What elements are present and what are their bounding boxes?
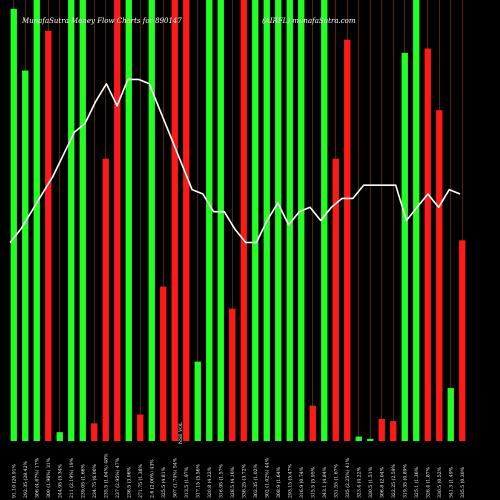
x-tick-label: 331.55 (1.67% (332, 463, 339, 498)
x-tick-label: 319.35 (0.89% (401, 463, 408, 498)
x-tick-label: 341.3 (1.49% (447, 466, 454, 498)
bar (447, 388, 454, 441)
x-tick-label: 234.75 (6.00% (91, 463, 98, 498)
x-tick-label: 293.15 (5.47% (286, 463, 293, 498)
bar (22, 70, 29, 441)
bar (240, 0, 247, 441)
bar (436, 110, 443, 441)
x-tick-label: 320.8 (4.22% (206, 466, 213, 498)
x-tick-label: 323.4 (4.22% (355, 466, 362, 498)
bar (459, 240, 466, 441)
bar (229, 308, 236, 441)
x-tick-label: 306 (4.67%) 17% (33, 457, 40, 498)
bar (206, 0, 213, 441)
bar (252, 0, 259, 441)
bar (424, 48, 431, 441)
x-tick-label: 307 (1.74%) 54% (171, 457, 178, 498)
bar (33, 0, 40, 441)
x-tick-label: 236.5 (3.06% (125, 466, 132, 498)
bar (183, 0, 190, 441)
x-tick-label: 322.25 (2.59% (390, 463, 397, 498)
bar (56, 432, 63, 441)
x-tick-label: 302.35 (1.02% (252, 463, 259, 498)
bar (309, 405, 316, 441)
x-tick-label: 237 (2.95%) 47% (114, 457, 121, 498)
bar (160, 286, 167, 441)
bar (286, 0, 293, 441)
bar (79, 0, 86, 441)
x-tick-label: 308.9 (1.64% (275, 466, 282, 498)
x-tick-label: 292.35 (28.42% (22, 461, 29, 498)
money-flow-line (9, 78, 461, 244)
bar (91, 423, 98, 441)
x-tick-label: 271.75 (1.38% (137, 463, 144, 498)
bar (148, 0, 155, 441)
bar (68, 0, 75, 441)
x-tick-label: 2.6 (2.00%) 43% (148, 459, 155, 498)
bar (137, 414, 144, 441)
bar (367, 438, 374, 441)
x-tick-label: 315.5 (5.95% (309, 466, 316, 498)
x-tick-label: 328.5 (4.16% (229, 466, 236, 498)
x-tick-label: 325.5 (4.81% (160, 466, 167, 498)
bar (45, 30, 52, 442)
bar (171, 0, 178, 441)
bar (194, 361, 201, 441)
x-tick-label: 317.15 (5.56% (194, 463, 201, 498)
bar (125, 0, 132, 441)
chart-subtitle: (AIRFL) munafaSutra.com (262, 17, 356, 25)
x-tick-label: 211 (2.19%) 19% (68, 457, 75, 498)
x-tick-label: 335.5 (0.30% (459, 466, 466, 498)
bar (102, 158, 109, 441)
x-tick-label: 235.5 (1.04%) 48% (102, 453, 109, 498)
bar (401, 52, 408, 442)
x-tick-label: 330.5 (0.52% (436, 466, 443, 498)
bar (321, 0, 328, 441)
bar (378, 418, 385, 441)
x-tick-label: 330.5 (1.51% (367, 466, 374, 498)
x-tick-label: 316.9 (0.74% (298, 466, 305, 498)
bar (217, 0, 224, 441)
x-tick-label: 300 (1.96%) 31% (45, 457, 52, 498)
bar (355, 436, 362, 441)
bar (298, 0, 305, 441)
x-tick-label: 313.5 (1.97% (183, 466, 190, 498)
bar (275, 0, 282, 441)
bar (114, 0, 121, 441)
bar (344, 39, 351, 441)
x-tick-label: 343.1 (4.84% (321, 466, 328, 498)
x-tick-label: 244.95 (5.34% (56, 463, 63, 498)
x-tick-label: 326.4 (1.87% (424, 466, 431, 498)
x-tick-label: 91.10 (20.91% (10, 463, 17, 498)
x-tick-label: 306.8 (2.04% (378, 466, 385, 498)
bar (413, 0, 420, 441)
x-tick-label: 302 (1.02%) 44% (263, 457, 270, 498)
bar (10, 8, 17, 441)
side-label: NSE VOL (178, 422, 184, 444)
x-tick-label: 239.05 (1.66% (79, 463, 86, 498)
x-tick-label: 316.95 (1.57% (217, 463, 224, 498)
x-tick-label: 335 (2.25%) 41% (344, 457, 351, 498)
x-tick-labels: 91.10 (20.91% 292.35 (28.42% 306 (4.67%) 1… (10, 453, 466, 498)
x-tick-label: 336.25 (3.72% (240, 463, 247, 498)
bar (332, 158, 339, 441)
chart-title: MunafaSutra Money Flow Charts for 890147 (21, 17, 182, 25)
bar (390, 421, 397, 441)
x-tick-label: 325.1 (1.36% (413, 466, 420, 498)
